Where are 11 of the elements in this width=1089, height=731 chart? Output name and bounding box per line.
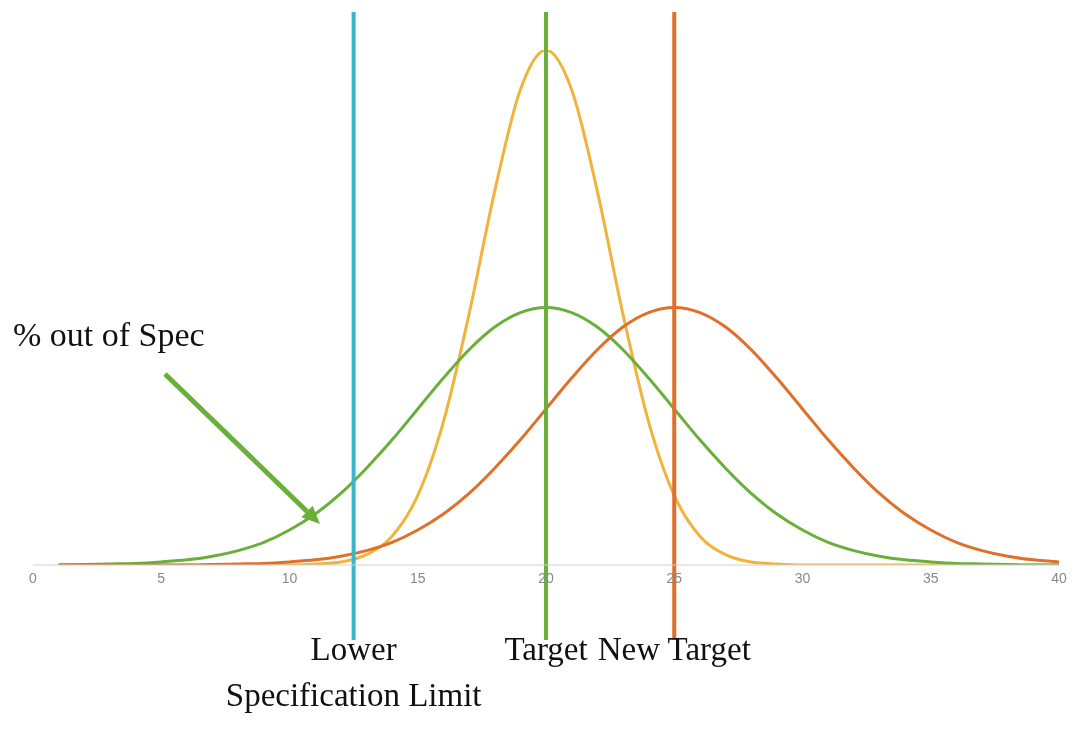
- x-tick-label: 40: [1051, 569, 1067, 586]
- x-tick-label: 35: [922, 569, 939, 586]
- ref-line-label: New Target: [597, 631, 751, 667]
- ref-line-label: Target: [504, 631, 588, 667]
- x-tick-label: 30: [794, 569, 811, 586]
- x-tick-label: 0: [29, 569, 38, 586]
- ref-line-label: Lower Specification Limit: [225, 631, 482, 713]
- x-tick-label: 10: [281, 569, 298, 586]
- x-tick-label: 15: [409, 569, 426, 586]
- x-tick-label: 5: [157, 569, 166, 586]
- annotation: % out of Spec: [13, 316, 205, 353]
